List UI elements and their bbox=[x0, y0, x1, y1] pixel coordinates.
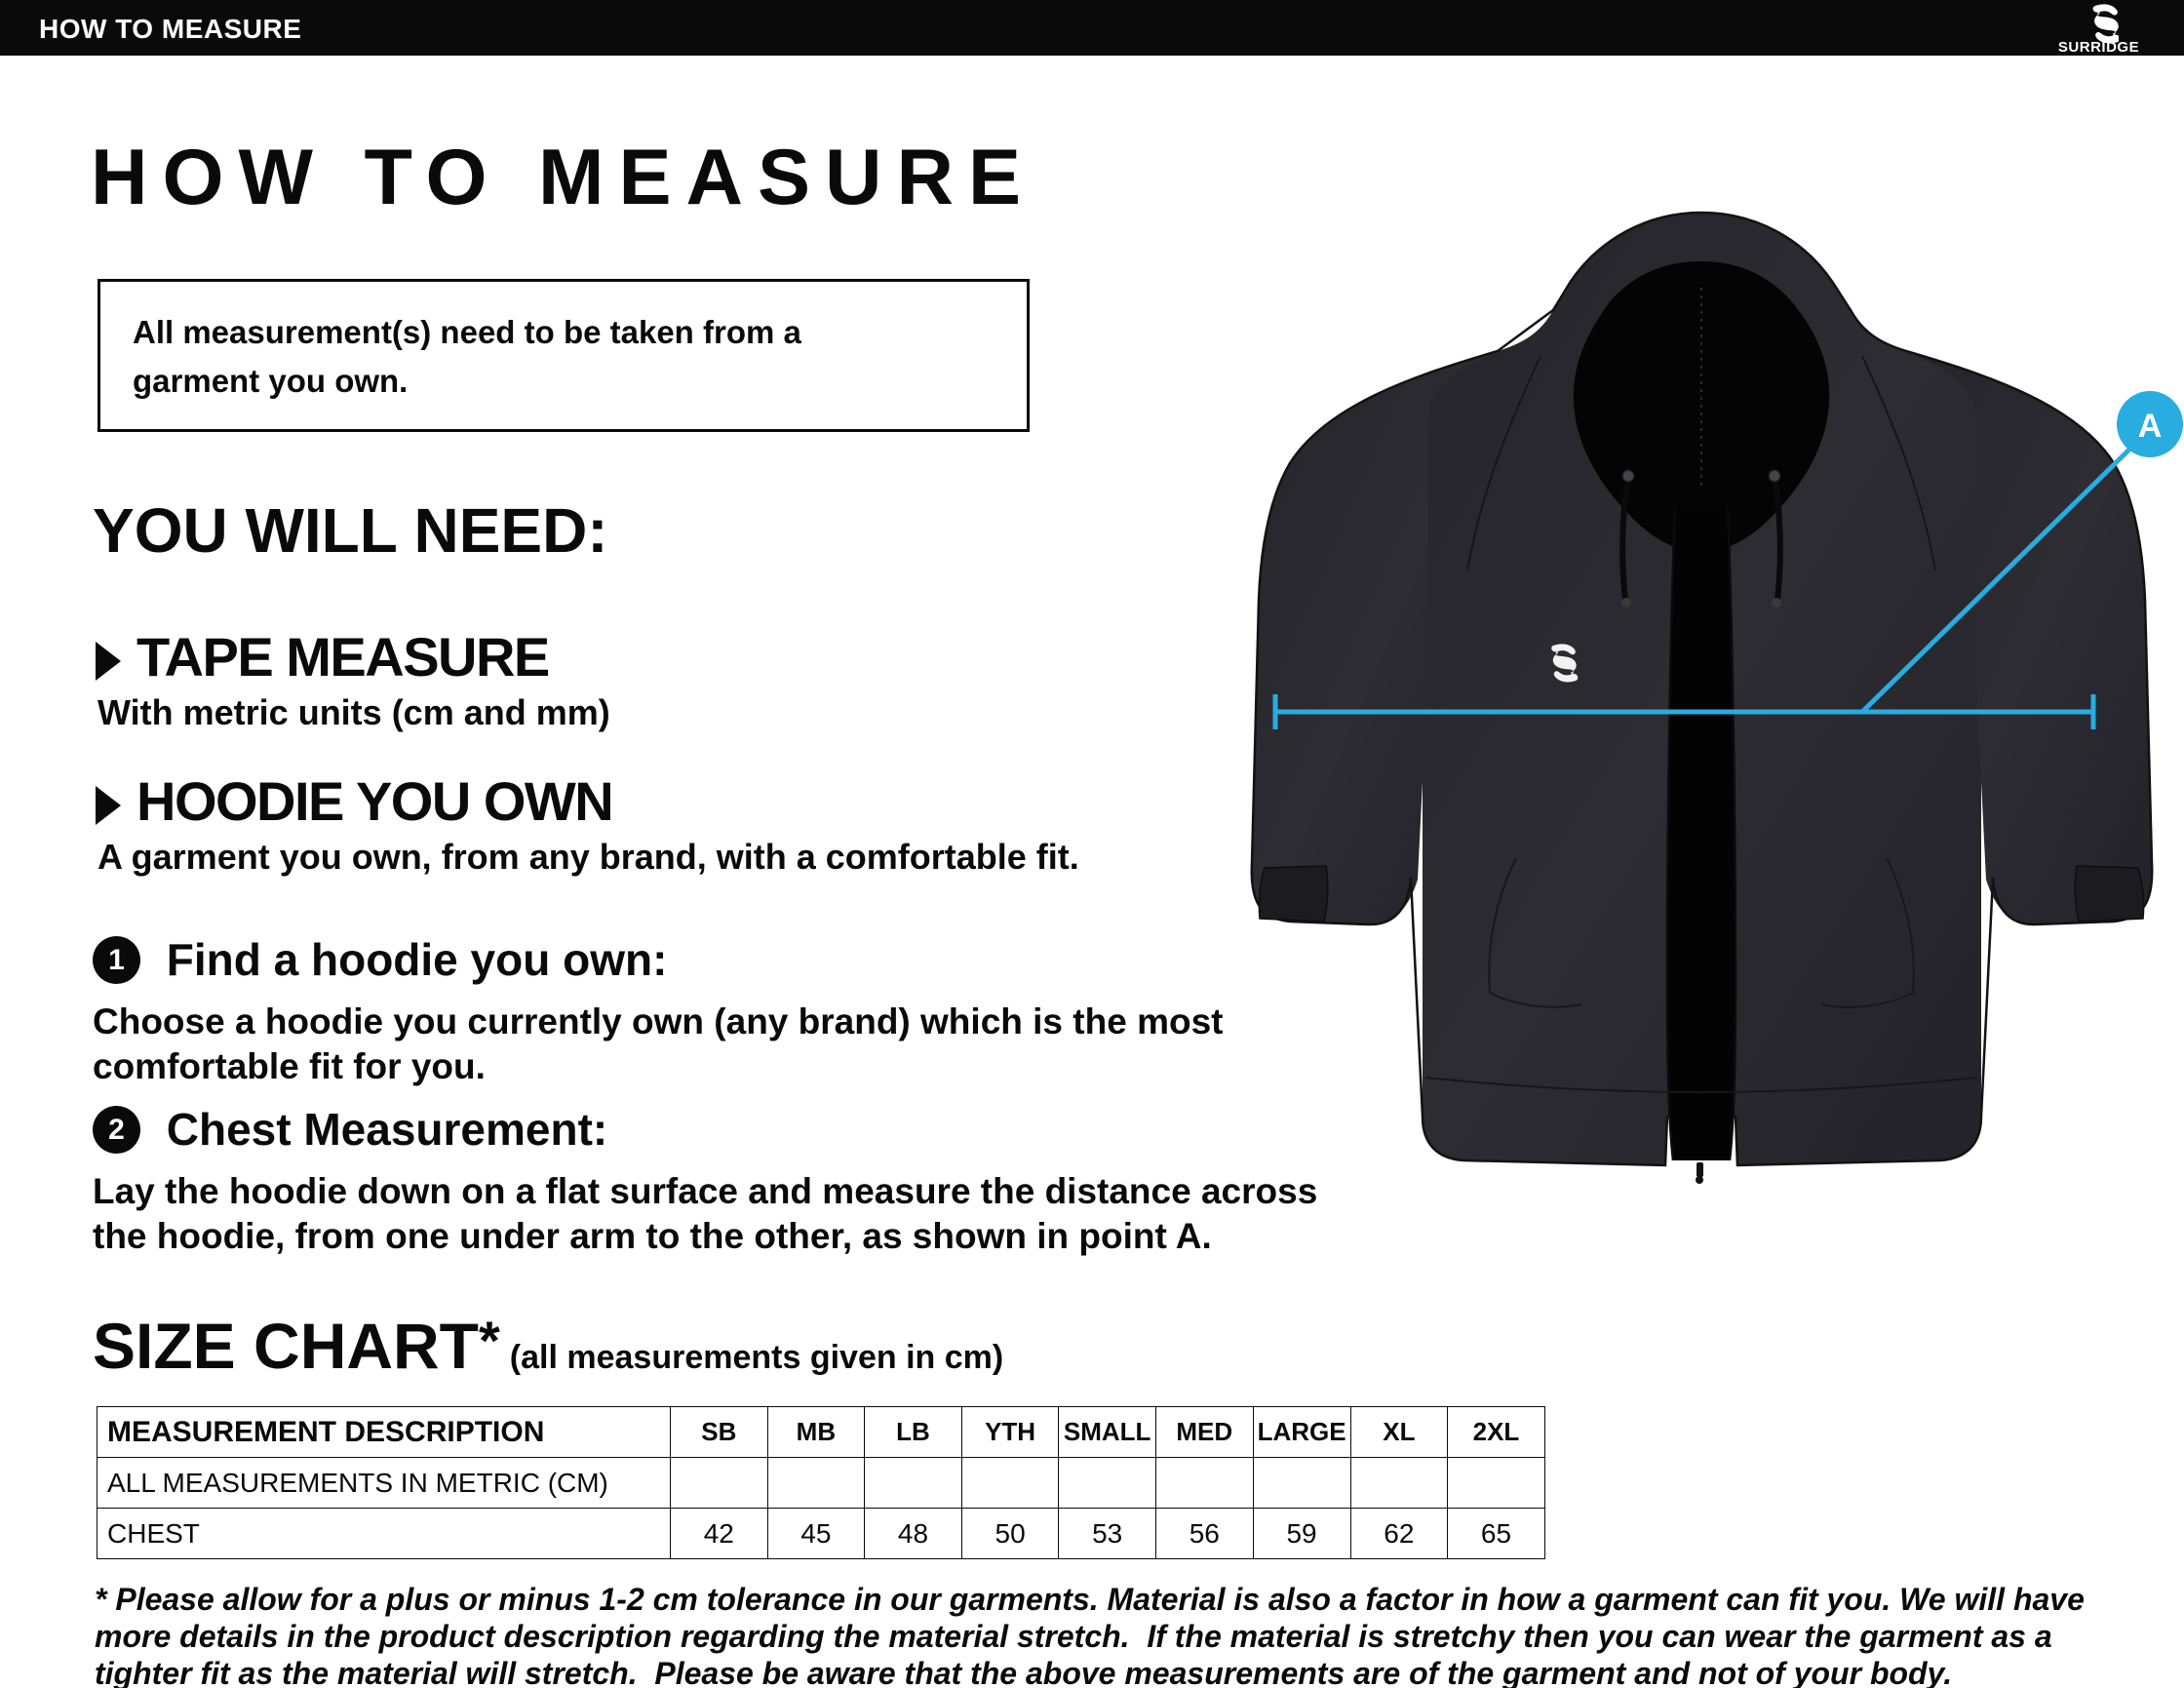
svg-text:A: A bbox=[2138, 408, 2163, 445]
